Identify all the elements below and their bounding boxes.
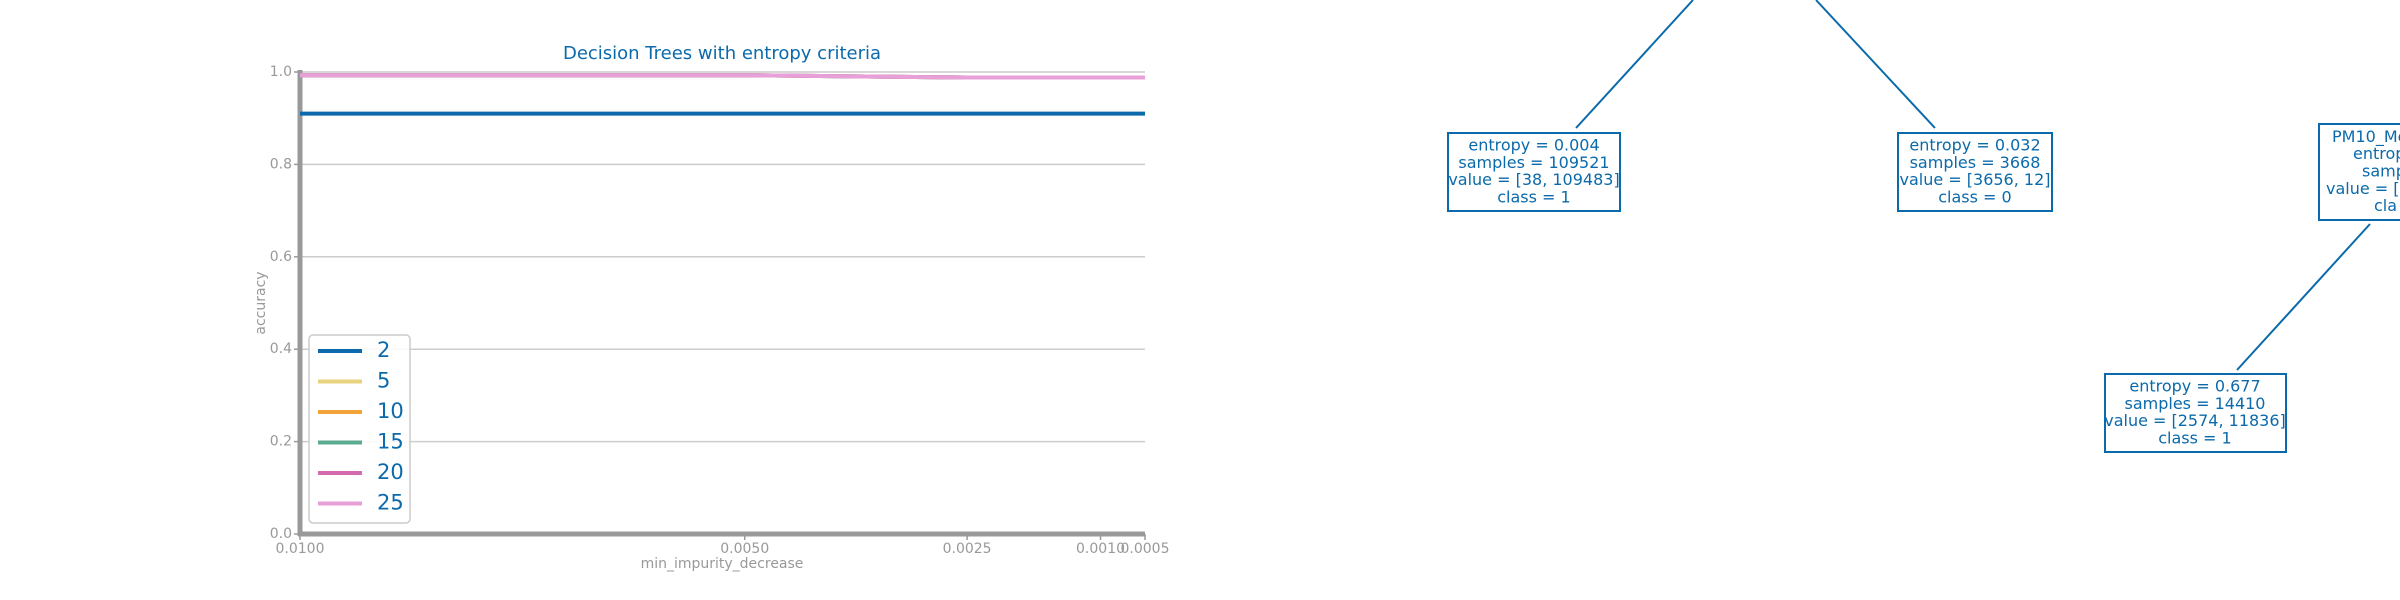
node-text: sampl — [2362, 162, 2400, 181]
node-text: entrop — [2353, 144, 2400, 163]
node-text: value = [2574, 11836] — [2104, 411, 2286, 430]
tree-node — [2104, 373, 2287, 453]
y-axis-label: accuracy — [253, 271, 269, 334]
legend-label: 10 — [377, 399, 404, 423]
node-text: cla — [2374, 196, 2397, 215]
y-tick-label: 0.6 — [270, 249, 292, 265]
node-text: value = [2 — [2326, 179, 2400, 198]
node-text: samples = 109521 — [1458, 153, 1609, 172]
node-text: PM10_Me — [2332, 127, 2400, 147]
node-text: entropy = 0.032 — [1909, 136, 2040, 155]
y-tick-label: 0.8 — [270, 156, 292, 172]
legend-label: 2 — [377, 338, 390, 362]
tree-node — [2318, 123, 2400, 221]
node-text: samples = 14410 — [2125, 394, 2266, 413]
y-tick-label: 0.0 — [270, 526, 292, 542]
tree-node — [1897, 132, 2053, 212]
node-text: value = [38, 109483] — [1448, 170, 1619, 189]
chart-title: Decision Trees with entropy criteria — [563, 43, 881, 64]
node-text: class = 1 — [2158, 428, 2231, 447]
node-text: samples = 3668 — [1910, 153, 2041, 172]
node-text: value = [3656, 12] — [1899, 170, 2050, 189]
x-tick-label: 0.0010 — [1076, 541, 1125, 557]
y-tick-label: 0.4 — [270, 341, 292, 357]
edge — [2236, 223, 2371, 371]
x-tick-label: 0.0025 — [943, 541, 992, 557]
series-line — [300, 73, 1145, 80]
y-tick-label: 1.0 — [270, 64, 292, 80]
tree-node — [1447, 132, 1621, 212]
edge — [1815, 0, 1936, 129]
node-text: class = 1 — [1497, 187, 1570, 206]
legend-label: 20 — [377, 460, 404, 484]
x-tick-label: 0.0050 — [720, 541, 769, 557]
node-text: class = 0 — [1938, 187, 2011, 206]
x-axis-label: min_impurity_decrease — [641, 556, 804, 572]
x-tick-label: 0.0005 — [1121, 541, 1170, 557]
tree-edges — [1575, 0, 2371, 371]
node-text: entropy = 0.677 — [2129, 377, 2260, 396]
node-text: entropy = 0.004 — [1468, 136, 1599, 155]
x-tick-label: 0.0100 — [276, 541, 325, 557]
legend-label: 5 — [377, 369, 390, 393]
y-tick-label: 0.2 — [270, 434, 292, 450]
legend-label: 15 — [377, 430, 404, 454]
legend-label: 25 — [377, 491, 404, 515]
edge — [1575, 0, 1694, 129]
